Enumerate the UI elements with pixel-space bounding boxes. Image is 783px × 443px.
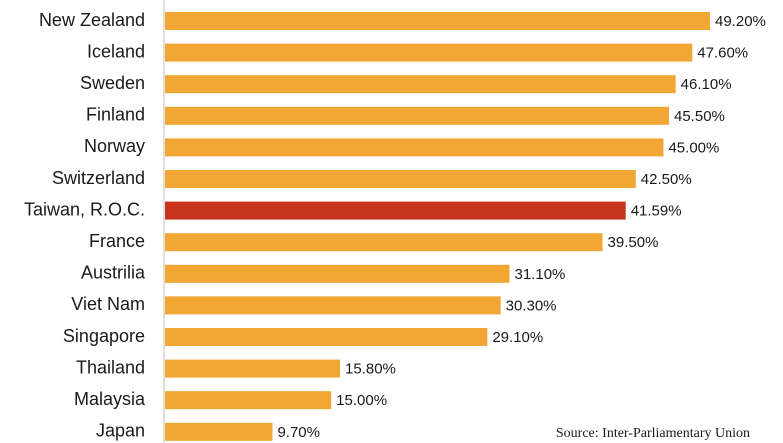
bar — [165, 43, 693, 62]
category-label: Thailand — [76, 357, 145, 377]
bar — [165, 12, 710, 30]
category-label: Malaysia — [74, 389, 146, 409]
value-label: 45.00% — [668, 139, 719, 156]
value-label: 31.10% — [515, 266, 566, 283]
bar — [165, 170, 636, 188]
category-label: Iceland — [87, 41, 145, 61]
value-label: 30.30% — [506, 297, 557, 314]
bar — [165, 328, 488, 346]
value-label: 49.20% — [715, 13, 766, 30]
bar — [165, 233, 603, 252]
category-label: Finland — [86, 105, 145, 125]
category-label: Austrilia — [81, 263, 146, 283]
category-label: France — [89, 231, 145, 251]
value-label: 29.10% — [492, 329, 543, 346]
value-label: 42.50% — [641, 171, 692, 188]
bar — [165, 422, 273, 441]
value-label: 46.10% — [681, 76, 732, 93]
bar — [165, 391, 332, 410]
category-label: Singapore — [63, 326, 145, 346]
category-label: Japan — [96, 421, 145, 441]
bar — [165, 296, 501, 315]
value-label: 47.60% — [697, 45, 748, 62]
value-label: 39.50% — [608, 234, 659, 251]
bar — [165, 138, 664, 157]
bar — [165, 264, 510, 283]
value-label: 45.50% — [674, 108, 725, 125]
value-label: 41.59% — [631, 203, 682, 220]
value-label: 15.80% — [345, 361, 396, 378]
category-label: New Zealand — [39, 10, 145, 30]
bar — [165, 75, 676, 94]
bar — [165, 201, 626, 220]
value-label: 9.70% — [277, 424, 320, 441]
category-label: Switzerland — [52, 168, 145, 188]
category-label: Norway — [84, 136, 145, 156]
bar — [165, 106, 670, 125]
source-annotation: Source: Inter-Parliamentary Union — [556, 426, 750, 441]
category-label: Viet Nam — [71, 294, 145, 314]
value-label: 15.00% — [336, 392, 387, 409]
category-label: Taiwan, R.O.C. — [24, 199, 145, 219]
category-label: Sweden — [80, 73, 145, 93]
bar — [165, 359, 341, 378]
